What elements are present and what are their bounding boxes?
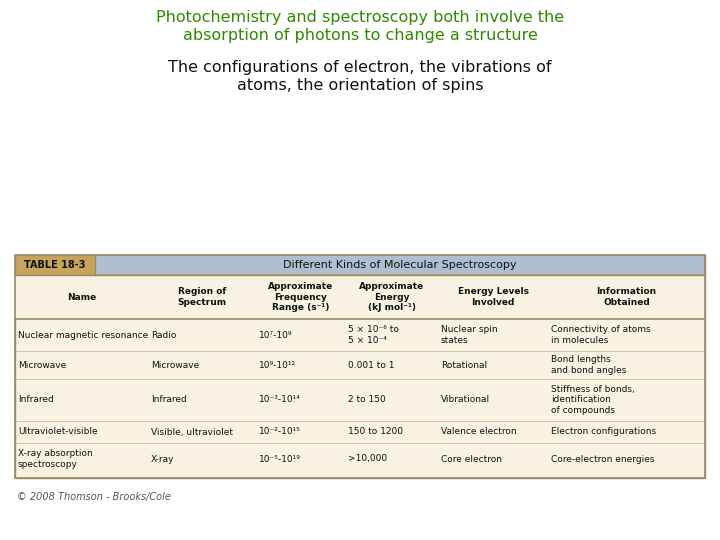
- Text: 10⁻³-10¹⁴: 10⁻³-10¹⁴: [259, 395, 301, 404]
- Text: Core electron: Core electron: [441, 455, 502, 463]
- Text: Approximate
Energy
(kJ mol⁻¹): Approximate Energy (kJ mol⁻¹): [359, 282, 424, 312]
- Text: Infrared: Infrared: [18, 395, 54, 404]
- Text: Electron configurations: Electron configurations: [551, 428, 656, 436]
- Text: Vibrational: Vibrational: [441, 395, 490, 404]
- Text: TABLE 18-3: TABLE 18-3: [24, 260, 86, 270]
- Text: 0.001 to 1: 0.001 to 1: [348, 361, 395, 369]
- Text: Visible, ultraviolet: Visible, ultraviolet: [151, 428, 233, 436]
- Text: © 2008 Thomson - Brooks/Cole: © 2008 Thomson - Brooks/Cole: [17, 492, 171, 502]
- Text: Stiffness of bonds,
identification
of compounds: Stiffness of bonds, identification of co…: [551, 384, 635, 415]
- Bar: [15, 255, 705, 275]
- Text: 5 × 10⁻⁶ to
5 × 10⁻⁴: 5 × 10⁻⁶ to 5 × 10⁻⁴: [348, 325, 399, 345]
- Text: Core-electron energies: Core-electron energies: [551, 455, 654, 463]
- Bar: [15, 255, 705, 478]
- Text: Bond lengths
and bond angles: Bond lengths and bond angles: [551, 355, 626, 375]
- Text: >10,000: >10,000: [348, 455, 387, 463]
- Text: X-ray absorption
spectroscopy: X-ray absorption spectroscopy: [18, 449, 93, 469]
- Text: Ultraviolet-visible: Ultraviolet-visible: [18, 428, 98, 436]
- Text: 10⁷-10⁹: 10⁷-10⁹: [259, 330, 292, 340]
- Text: X-ray: X-ray: [151, 455, 174, 463]
- Text: absorption of photons to change a structure: absorption of photons to change a struct…: [183, 28, 537, 43]
- Text: Rotational: Rotational: [441, 361, 487, 369]
- Text: 10⁻⁵-10¹⁹: 10⁻⁵-10¹⁹: [259, 455, 301, 463]
- Text: 10⁻²-10¹⁵: 10⁻²-10¹⁵: [259, 428, 301, 436]
- Text: Connectivity of atoms
in molecules: Connectivity of atoms in molecules: [551, 325, 651, 345]
- Text: Region of
Spectrum: Region of Spectrum: [177, 287, 227, 307]
- Text: Radio: Radio: [151, 330, 176, 340]
- Text: 2 to 150: 2 to 150: [348, 395, 386, 404]
- Text: Different Kinds of Molecular Spectroscopy: Different Kinds of Molecular Spectroscop…: [283, 260, 517, 270]
- Text: Approximate
Frequency
Range (s⁻¹): Approximate Frequency Range (s⁻¹): [268, 282, 333, 312]
- Text: Nuclear spin
states: Nuclear spin states: [441, 325, 498, 345]
- Text: Valence electron: Valence electron: [441, 428, 517, 436]
- Text: Information
Obtained: Information Obtained: [596, 287, 657, 307]
- Bar: [15, 275, 705, 319]
- Text: Name: Name: [67, 293, 96, 301]
- Text: Microwave: Microwave: [18, 361, 66, 369]
- Text: 150 to 1200: 150 to 1200: [348, 428, 403, 436]
- Text: atoms, the orientation of spins: atoms, the orientation of spins: [237, 78, 483, 93]
- Bar: [96, 256, 704, 274]
- Text: Photochemistry and spectroscopy both involve the: Photochemistry and spectroscopy both inv…: [156, 10, 564, 25]
- Text: Nuclear magnetic resonance: Nuclear magnetic resonance: [18, 330, 148, 340]
- Bar: [15, 275, 705, 478]
- Text: The configurations of electron, the vibrations of: The configurations of electron, the vibr…: [168, 60, 552, 75]
- Text: Microwave: Microwave: [151, 361, 199, 369]
- Text: Infrared: Infrared: [151, 395, 186, 404]
- Text: Energy Levels
Involved: Energy Levels Involved: [457, 287, 528, 307]
- Text: 10⁹-10¹²: 10⁹-10¹²: [259, 361, 296, 369]
